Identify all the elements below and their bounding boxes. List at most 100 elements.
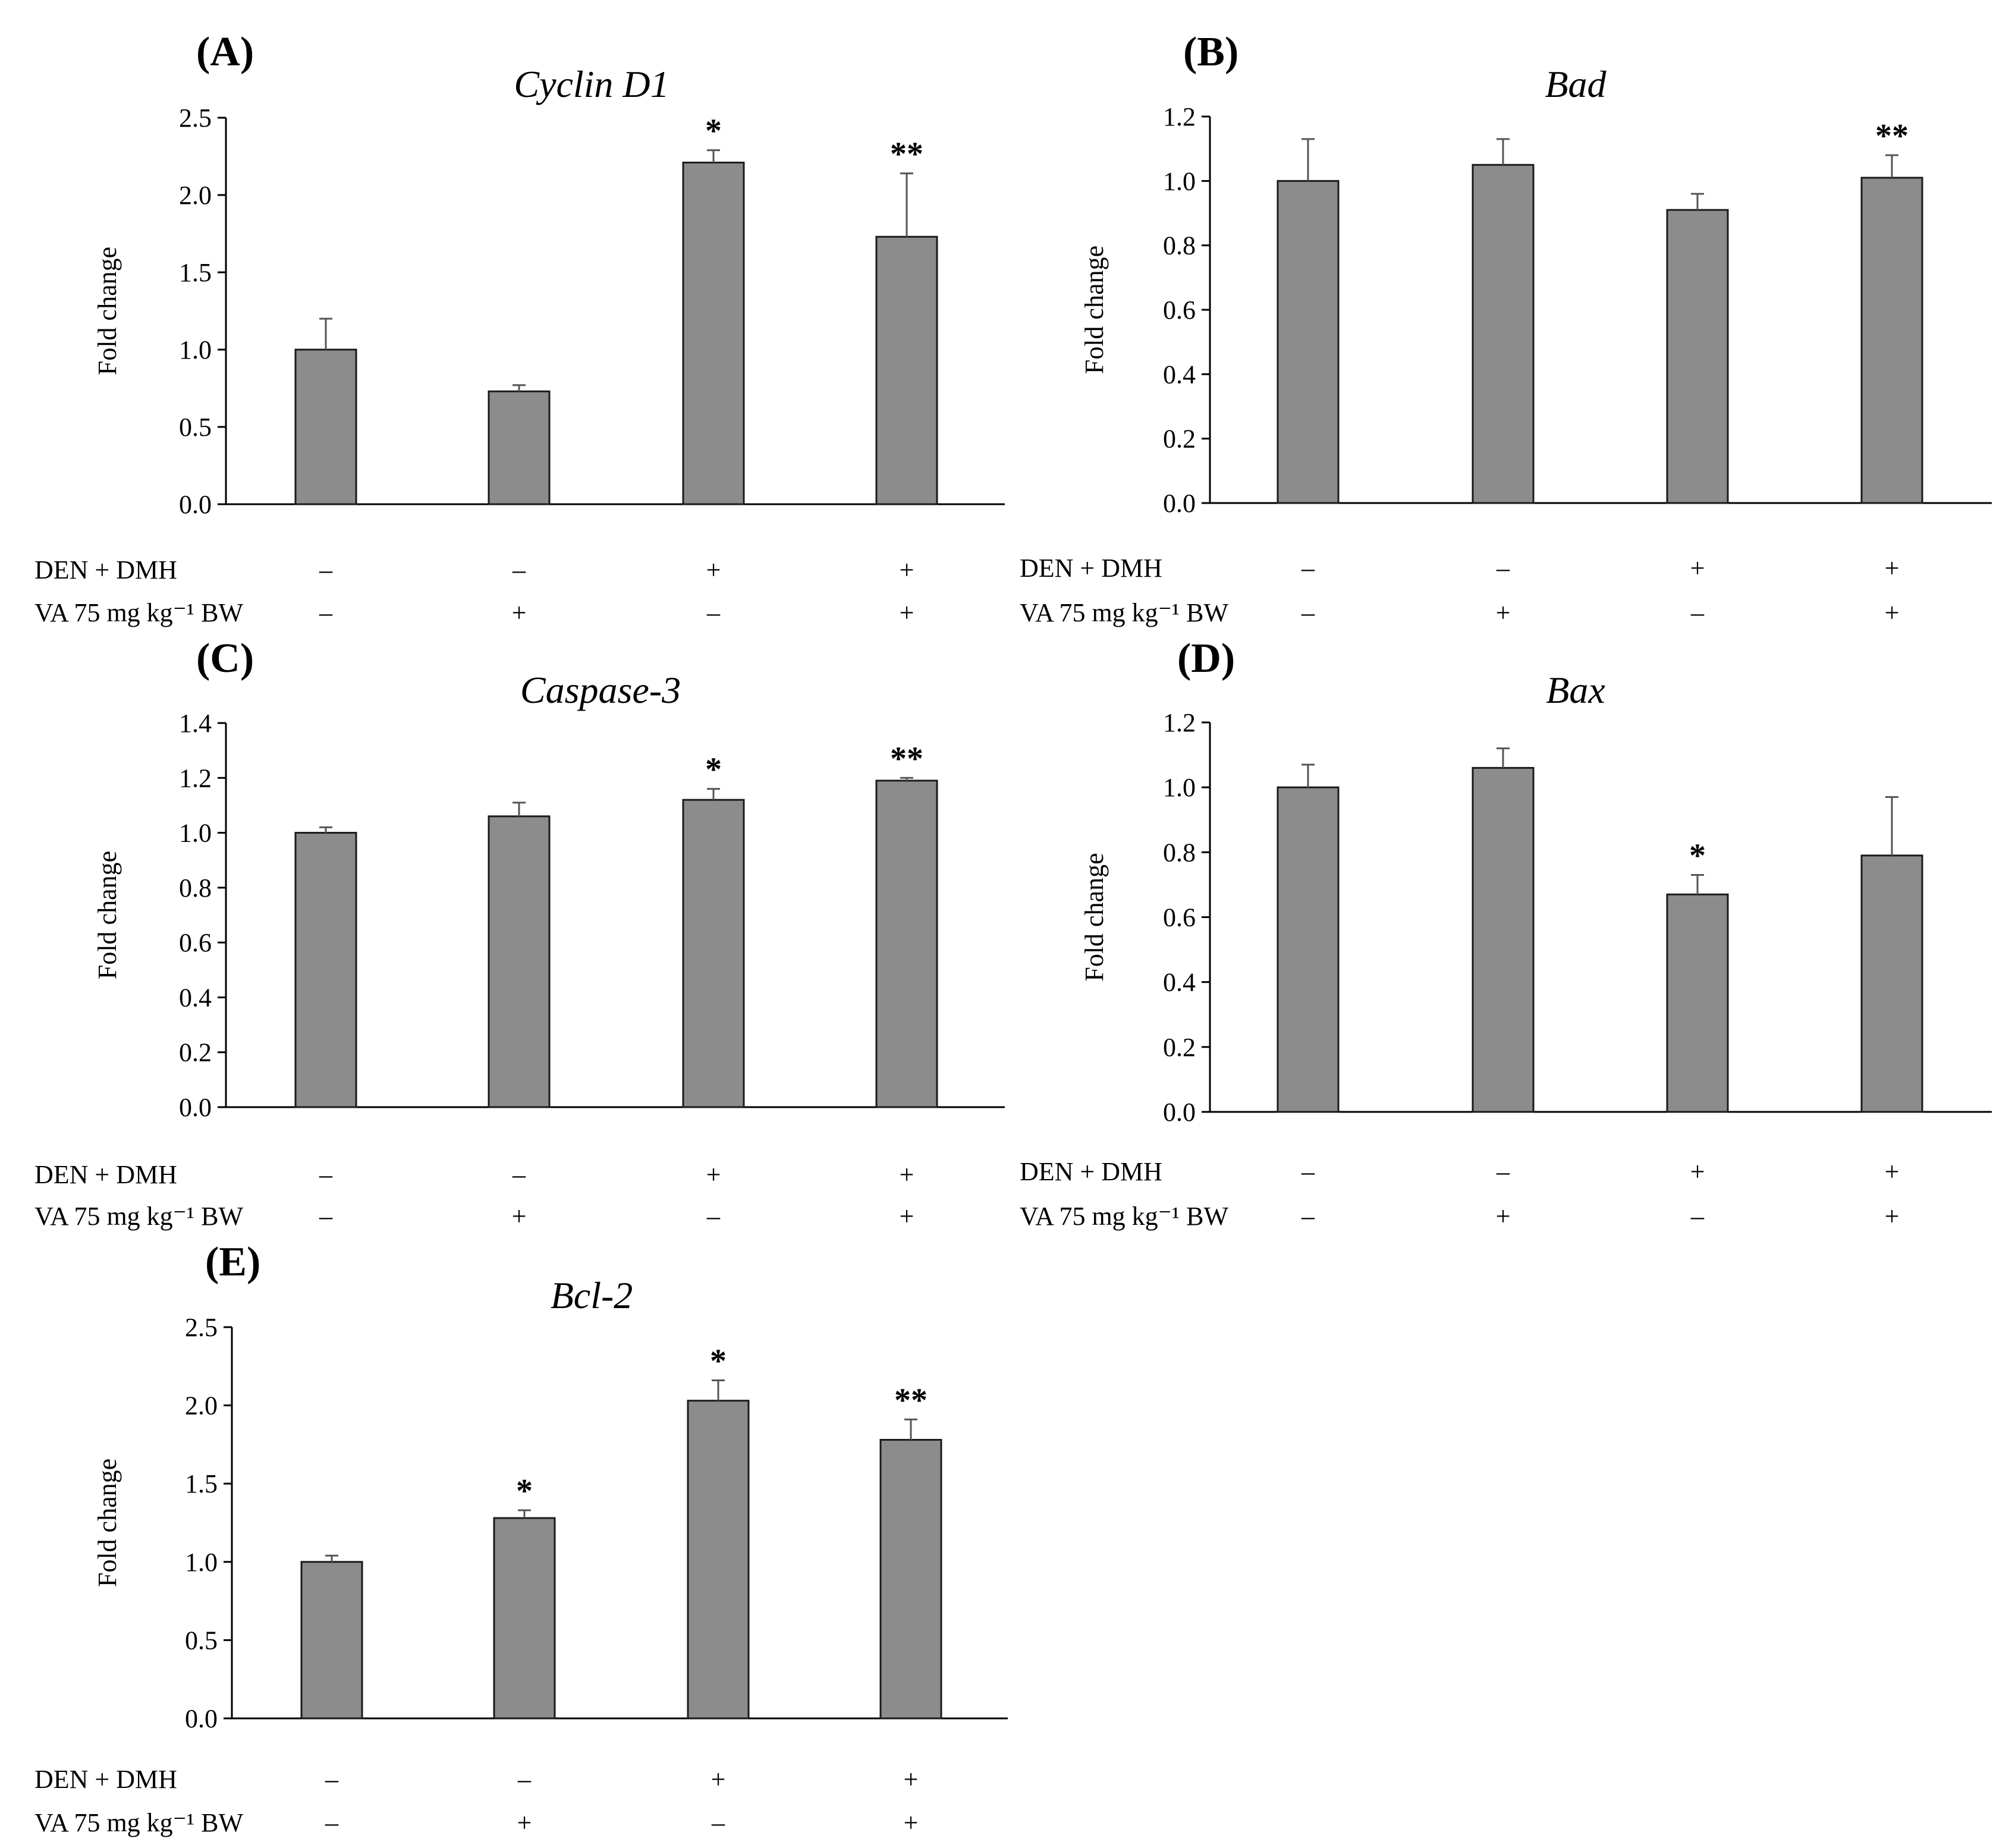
bar — [875, 235, 938, 505]
bar — [488, 390, 551, 505]
significance-mark: ** — [890, 740, 923, 777]
condition-label-den-dmh: DEN + DMH — [1020, 554, 1162, 583]
condition-sign-den-dmh: – — [1301, 1157, 1315, 1186]
condition-sign-va: – — [711, 1808, 725, 1837]
condition-sign-den-dmh: – — [325, 1765, 339, 1794]
y-tick-label: 0.0 — [179, 490, 212, 519]
significance-mark: * — [705, 752, 722, 788]
y-tick-label: 0.8 — [179, 873, 212, 903]
y-tick-label: 0.0 — [179, 1093, 212, 1122]
bar — [1860, 177, 1923, 504]
y-tick-label: 1.2 — [179, 763, 212, 793]
y-tick-label: 1.0 — [1163, 166, 1196, 196]
bar — [1666, 893, 1729, 1113]
y-tick-label: 2.5 — [185, 1313, 218, 1342]
chart-panel-2: (B) Bad Fold change 0.0 0.2 0.4 0.6 0.8 1.0 1.2 **… — [1020, 29, 1992, 627]
bar — [875, 780, 938, 1108]
y-tick-label: 2.5 — [179, 103, 212, 133]
y-tick-label: 0.0 — [1163, 1098, 1196, 1127]
bar — [493, 1517, 556, 1720]
y-tick-label: 0.0 — [185, 1704, 218, 1733]
y-tick-label: 1.5 — [179, 258, 212, 287]
condition-sign-den-dmh: + — [1885, 1157, 1900, 1186]
y-axis-label: Fold change — [1080, 246, 1109, 374]
bar — [488, 815, 551, 1108]
condition-sign-den-dmh: – — [512, 555, 526, 584]
y-tick-label: 1.0 — [179, 335, 212, 364]
condition-label-va: VA 75 mg kg⁻¹ BW — [34, 1202, 243, 1231]
y-axis-label: Fold change — [93, 247, 122, 375]
y-tick-label: 0.2 — [1163, 425, 1196, 454]
y-tick-label: 0.5 — [185, 1626, 218, 1655]
bar — [1472, 164, 1535, 504]
y-axis-label: Fold change — [1080, 853, 1109, 981]
condition-sign-va: – — [319, 1202, 333, 1231]
panel-label: (C) — [196, 636, 254, 681]
condition-sign-den-dmh: – — [517, 1765, 532, 1794]
bar — [1666, 209, 1729, 504]
condition-sign-va: – — [1690, 1202, 1705, 1231]
condition-sign-den-dmh: – — [1496, 554, 1510, 583]
y-tick-label: 1.5 — [185, 1469, 218, 1498]
y-tick-label: 0.8 — [1163, 838, 1196, 867]
y-tick-label: 0.0 — [1163, 489, 1196, 518]
condition-sign-va: + — [900, 1202, 914, 1231]
condition-sign-den-dmh: – — [1301, 554, 1315, 583]
condition-sign-den-dmh: + — [706, 555, 721, 584]
chart-panel-4: (D) Bax Fold change 0.0 0.2 0.4 0.6 0.8 1.0 1.2 * D… — [1020, 636, 1992, 1231]
condition-sign-den-dmh: + — [706, 1160, 721, 1189]
significance-mark: * — [1689, 838, 1706, 875]
condition-sign-va: – — [325, 1808, 339, 1837]
condition-sign-den-dmh: + — [1690, 554, 1705, 583]
panel-label: (A) — [196, 29, 254, 75]
condition-sign-den-dmh: + — [900, 555, 914, 584]
bar — [1472, 766, 1535, 1113]
y-tick-label: 0.8 — [1163, 231, 1196, 260]
condition-sign-va: – — [706, 598, 721, 627]
condition-sign-den-dmh: + — [904, 1765, 919, 1794]
condition-sign-va: + — [1496, 598, 1511, 627]
chart-panel-3: (C) Caspase-3 Fold change 0.0 0.2 0.4 0.6 0.8 1.… — [34, 636, 1005, 1231]
condition-sign-den-dmh: – — [319, 1160, 333, 1189]
condition-sign-den-dmh: + — [1885, 554, 1900, 583]
panel-label: (B) — [1183, 29, 1238, 75]
y-tick-label: 0.2 — [179, 1038, 212, 1067]
condition-sign-va: – — [1301, 1202, 1315, 1231]
bar — [682, 161, 745, 505]
condition-sign-den-dmh: – — [1496, 1157, 1510, 1186]
significance-mark: * — [516, 1473, 533, 1510]
panel-label: (D) — [1177, 636, 1235, 681]
y-tick-label: 0.5 — [179, 413, 212, 442]
condition-label-va: VA 75 mg kg⁻¹ BW — [34, 598, 243, 627]
y-tick-label: 2.0 — [179, 181, 212, 210]
y-tick-label: 0.4 — [1163, 968, 1196, 997]
condition-label-den-dmh: DEN + DMH — [1020, 1157, 1162, 1186]
significance-mark: * — [705, 113, 722, 150]
y-tick-label: 1.0 — [179, 819, 212, 848]
chart-panel-1: (A) Cyclin D1 Fold change 0.0 0.5 1.0 1.5 2.0 2.… — [34, 29, 1005, 627]
y-tick-label: 0.2 — [1163, 1033, 1196, 1062]
y-tick-label: 0.6 — [1163, 903, 1196, 932]
chart-title: Cyclin D1 — [514, 63, 669, 105]
significance-mark: * — [710, 1343, 727, 1379]
y-tick-label: 1.2 — [1163, 708, 1196, 737]
condition-sign-va: – — [1690, 598, 1705, 627]
bar — [682, 799, 745, 1108]
condition-sign-va: + — [517, 1808, 532, 1837]
condition-sign-va: + — [1885, 1202, 1900, 1231]
condition-label-den-dmh: DEN + DMH — [34, 1160, 177, 1189]
condition-sign-va: + — [1885, 598, 1900, 627]
condition-sign-va: – — [1301, 598, 1315, 627]
condition-sign-va: + — [512, 1202, 527, 1231]
y-tick-label: 1.0 — [1163, 773, 1196, 802]
y-tick-label: 0.4 — [179, 983, 212, 1012]
condition-sign-va: + — [1496, 1202, 1511, 1231]
y-tick-label: 1.0 — [185, 1548, 218, 1577]
condition-label-va: VA 75 mg kg⁻¹ BW — [1020, 1202, 1228, 1231]
condition-sign-va: + — [512, 598, 527, 627]
condition-sign-va: + — [900, 598, 914, 627]
condition-label-va: VA 75 mg kg⁻¹ BW — [34, 1808, 243, 1837]
significance-mark: ** — [890, 136, 923, 173]
